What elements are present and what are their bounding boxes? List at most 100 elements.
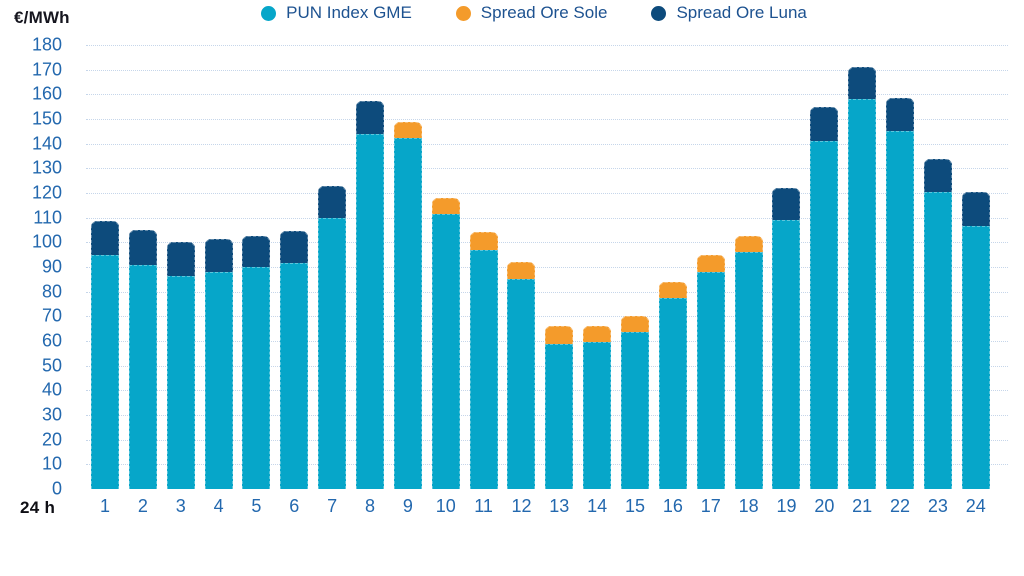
- bar-column: [696, 254, 725, 489]
- bar-column: [128, 230, 157, 489]
- x-tick-label: 12: [511, 496, 532, 516]
- bar-segment-spread-ore-luna: [810, 106, 839, 142]
- x-tick-label: 8: [365, 496, 376, 516]
- y-tick-label: 100: [31, 231, 62, 252]
- y-tick-label: 20: [41, 429, 62, 450]
- x-tick-label: 22: [890, 496, 911, 516]
- bar-segment-pun-index-gme: [886, 131, 915, 489]
- bar-segment-spread-ore-sole: [545, 326, 574, 344]
- bar-segment-pun-index-gme: [204, 271, 233, 489]
- x-tick-label: 2: [137, 496, 148, 516]
- bar-segment-pun-index-gme: [621, 332, 650, 489]
- x-tick-label: 3: [175, 496, 186, 516]
- x-tick-label: 11: [474, 496, 493, 516]
- gridline: [86, 168, 1008, 170]
- bar-segment-spread-ore-luna: [886, 98, 915, 132]
- bar-column: [734, 236, 763, 489]
- bar-segment-spread-ore-sole: [469, 232, 498, 250]
- bar-segment-spread-ore-luna: [166, 242, 195, 276]
- x-tick-label: 13: [549, 496, 570, 516]
- x-tick-label: 20: [814, 496, 835, 516]
- x-tick-label: 4: [213, 496, 224, 516]
- bar-segment-pun-index-gme: [810, 141, 839, 489]
- y-tick-label: 70: [41, 305, 62, 326]
- plot-area: [86, 45, 1008, 489]
- y-tick-label: 170: [31, 59, 62, 80]
- bar-segment-pun-index-gme: [507, 279, 536, 489]
- bar-segment-pun-index-gme: [658, 297, 687, 489]
- bar-column: [848, 67, 877, 489]
- x-axis-tick-labels: 1 2 3 4 5 6 7 8 9 10 11 12 13 14 15 16 17 18 19 20 21 22 23 24: [86, 496, 1008, 517]
- x-tick-label: 23: [927, 496, 948, 516]
- bar-segment-pun-index-gme: [280, 263, 309, 489]
- y-tick-label: 180: [31, 34, 62, 55]
- bar-column: [431, 198, 460, 489]
- bar-segment-spread-ore-sole: [696, 254, 725, 272]
- bar-segment-pun-index-gme: [128, 264, 157, 489]
- bar-segment-pun-index-gme: [166, 275, 195, 489]
- bar-segment-spread-ore-sole: [583, 326, 612, 343]
- bar-segment-spread-ore-sole: [507, 262, 536, 280]
- gridline: [86, 242, 1008, 244]
- y-tick-label: 50: [41, 355, 62, 376]
- bar-column: [772, 188, 801, 489]
- bar-segment-pun-index-gme: [583, 342, 612, 489]
- bar-segment-pun-index-gme: [734, 252, 763, 489]
- y-tick-label: 40: [41, 379, 62, 400]
- x-tick-label: 10: [435, 496, 456, 516]
- x-tick-label: 15: [625, 496, 646, 516]
- bar-column: [658, 281, 687, 489]
- bar-segment-pun-index-gme: [696, 271, 725, 489]
- legend-label: Spread Ore Luna: [676, 3, 807, 22]
- y-tick-label: 150: [31, 108, 62, 129]
- bar-column: [91, 221, 119, 489]
- bar-column: [393, 121, 422, 489]
- bar-segment-pun-index-gme: [242, 267, 271, 489]
- legend-dot-icon: [455, 5, 471, 21]
- x-tick-label: 1: [99, 496, 110, 516]
- bar-segment-spread-ore-sole: [393, 121, 422, 138]
- x-tick-label: 19: [776, 496, 797, 516]
- y-tick-label: 60: [41, 330, 62, 351]
- y-tick-label: 140: [31, 133, 62, 154]
- bar-segment-pun-index-gme: [393, 137, 422, 489]
- gridline: [86, 45, 1008, 46]
- bar-column: [507, 262, 536, 489]
- bar-segment-pun-index-gme: [91, 254, 119, 489]
- y-tick-label: 90: [41, 256, 62, 277]
- bar-column: [166, 242, 195, 489]
- gridline: [86, 94, 1008, 96]
- legend-dot-icon: [651, 5, 667, 21]
- x-tick-label: 7: [327, 496, 338, 516]
- bar-segment-pun-index-gme: [469, 249, 498, 489]
- y-tick-label: 120: [31, 182, 62, 203]
- legend-label: Spread Ore Sole: [480, 3, 608, 22]
- gridline: [86, 217, 1008, 219]
- x-tick-label: 18: [738, 496, 759, 516]
- x-tick-label: 14: [587, 496, 608, 516]
- gridline: [86, 119, 1008, 120]
- gridline: [86, 316, 1008, 318]
- bar-column: [583, 326, 612, 489]
- x-tick-label: 17: [700, 496, 721, 516]
- gridline: [86, 291, 1008, 293]
- bar-segment-spread-ore-luna: [923, 158, 952, 192]
- bar-segment-spread-ore-luna: [128, 230, 157, 265]
- y-axis-tick-labels: 0 10 20 30 40 50 60 70 80 90 100 110 120 130 140 150 160…: [0, 35, 62, 499]
- y-tick-label: 30: [41, 404, 62, 425]
- x-axis-unit-label: 24 h: [20, 498, 56, 517]
- y-tick-label: 10: [41, 453, 62, 474]
- bar-segment-spread-ore-luna: [242, 236, 271, 267]
- gridline: [86, 69, 1008, 71]
- gridline: [86, 143, 1008, 145]
- x-tick-label: 5: [251, 496, 262, 516]
- bar-column: [810, 106, 839, 489]
- bar-segment-spread-ore-luna: [91, 221, 119, 255]
- bar-column: [469, 232, 498, 489]
- bar-column: [356, 100, 385, 489]
- legend-dot-icon: [261, 5, 277, 21]
- bar-column: [204, 238, 233, 489]
- y-tick-label: 160: [31, 83, 62, 104]
- bar-column: [961, 191, 990, 489]
